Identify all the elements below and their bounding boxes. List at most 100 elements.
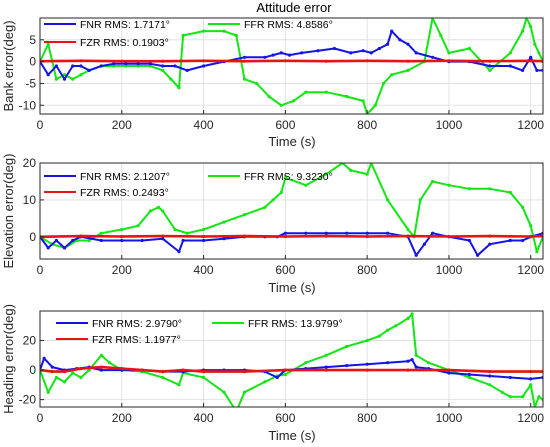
panel-bank-point-fnr [185, 68, 189, 72]
panel-elevation-point-ffr [349, 168, 353, 172]
panel-elevation-yticks: 0 10 20 [23, 156, 44, 244]
panel-bank-point-fnr [79, 64, 83, 68]
panel-bank-point-fnr [398, 38, 402, 42]
panel-bank-point-ffr [533, 42, 537, 46]
panel-elevation-point-fnr [283, 231, 287, 235]
panel-elevation-xtick-label-1200: 1200 [517, 263, 544, 277]
panel-bank-point-fnr [369, 51, 373, 55]
panel-bank-point-fzr [406, 59, 410, 63]
panel-bank-ytick-label-0: 0 [29, 55, 36, 69]
panel-bank-point-fnr [112, 62, 116, 66]
panel-elevation-point-ffr [242, 213, 247, 217]
panel-heading-point-fzr [447, 368, 451, 372]
panel-heading-point-ffr [500, 390, 504, 394]
panel-heading-ylabel: Heading error(deg) [1, 304, 16, 414]
legend-fzr-label: FZR RMS: 1.1977° [92, 334, 181, 346]
panel-bank-point-fnr [287, 53, 292, 57]
panel-elevation-xtick-label-200: 200 [112, 263, 132, 277]
panel-bank-point-ffr [291, 99, 296, 103]
panel-heading-point-fnr [467, 372, 471, 377]
figure-title: Attitude error [256, 0, 332, 15]
panel-heading-point-ffr [71, 371, 75, 375]
panel-heading-point-ffr [394, 324, 398, 328]
panel-heading-xtick-label-400: 400 [194, 411, 214, 425]
panel-bank-point-fnr [349, 51, 353, 55]
panel-heading-xtick-label-1000: 1000 [436, 411, 463, 425]
panel-bank-point-ffr [521, 29, 525, 33]
panel-elevation-point-fnr [324, 231, 328, 235]
panel-heading-point-ffr [467, 375, 471, 380]
panel-bank-point-fnr [316, 49, 320, 53]
panel-heading-point-fzr [181, 368, 185, 372]
panel-bank-point-ffr [467, 46, 471, 51]
panel-bank-line-ffr [40, 18, 543, 114]
panel-heading-point-fzr [79, 367, 83, 371]
panel-bank-xtick-label-200: 200 [112, 118, 132, 132]
panel-elevation-point-fnr [54, 238, 59, 243]
panel-elevation-point-fnr [222, 237, 226, 241]
panel-elevation-xlabel: Time (s) [268, 280, 315, 295]
panel-heading-xtick-label-1200: 1200 [517, 411, 544, 425]
panel-elevation-point-ffr [365, 172, 369, 176]
panel-heading-point-fnr [50, 365, 54, 369]
panel-heading-point-fzr [140, 368, 144, 372]
panel-heading-point-ffr [283, 372, 287, 377]
panel-heading-xtick-label-0: 0 [37, 411, 44, 425]
panel-elevation-point-fnr [120, 238, 124, 243]
panel-bank-point-fzr [120, 59, 124, 63]
panel-bank-xlabel: Time (s) [268, 134, 315, 149]
panel-bank-point-fnr [406, 42, 410, 46]
panel-heading-ytick-label-0: 0 [29, 363, 36, 377]
panel-elevation-series-fzr [40, 234, 543, 239]
panel-bank-point-ffr [304, 90, 308, 94]
panel-elevation-point-ffr [87, 238, 91, 243]
panel-bank-point-fnr [173, 64, 177, 68]
panel-elevation-point-ffr [161, 209, 165, 213]
panel-bank-xtick-label-1000: 1000 [436, 118, 463, 132]
panel-bank-point-fnr [300, 51, 304, 55]
panel-heading-xtick-label-800: 800 [357, 411, 377, 425]
panel-heading-point-ffr [46, 390, 50, 394]
panel-heading-xtick-label-200: 200 [112, 411, 132, 425]
panel-elevation-point-fzr [242, 234, 247, 238]
panel-heading-point-ffr [202, 375, 206, 380]
panel-bank-point-fzr [242, 59, 247, 63]
panel-bank-point-fnr [54, 64, 59, 68]
panel-heading-point-fnr [410, 358, 414, 362]
panel-bank-point-fzr [283, 59, 287, 63]
panel-bank-point-fnr [124, 62, 128, 66]
panel-bank-xtick-label-600: 600 [275, 118, 295, 132]
panel-elevation-point-ffr [271, 198, 275, 202]
panel-bank-point-ffr [406, 68, 410, 72]
panel-bank-point-fnr [390, 29, 394, 33]
panel-bank-point-ffr [202, 29, 206, 33]
panel-elevation-ytick-label-0: 0 [29, 230, 36, 244]
panel-bank-xtick-label-800: 800 [357, 118, 377, 132]
panel-heading-point-ffr [508, 395, 512, 399]
panel-heading-point-fzr [161, 370, 165, 374]
panel-elevation-point-ffr [136, 224, 140, 228]
panel-elevation-point-fzr [161, 234, 165, 238]
panel-bank-point-ffr [381, 81, 386, 86]
panel-elevation-point-fnr [422, 242, 426, 246]
panel-elevation-point-fnr [386, 231, 390, 235]
panel-bank-point-fzr [488, 59, 492, 63]
panel-bank-ytick-label--5: -5 [25, 76, 36, 90]
panel-bank-point-ffr [488, 68, 492, 72]
panel-bank-point-fzr [529, 59, 533, 63]
panel-heading-point-ffr [365, 338, 369, 343]
panel-elevation-xtick-label-0: 0 [37, 263, 44, 277]
panel-bank-yticks: -10 -5 0 5 [19, 33, 44, 112]
panel-elevation-point-fnr [365, 231, 369, 235]
panel-elevation-point-fnr [467, 238, 471, 243]
panel-bank-point-ffr [177, 86, 181, 90]
panel-elevation-point-fzr [529, 234, 533, 239]
panel-heading-point-ffr [426, 361, 431, 365]
panel-bank-point-ffr [136, 64, 140, 68]
panel-elevation-point-fnr [161, 237, 165, 241]
legend-ffr-label: FFR RMS: 9.3230° [244, 171, 333, 183]
panel-heading-point-fzr [324, 368, 328, 372]
panel-heading-point-ffr [177, 383, 181, 387]
panel-bank-point-ffr [361, 99, 365, 103]
